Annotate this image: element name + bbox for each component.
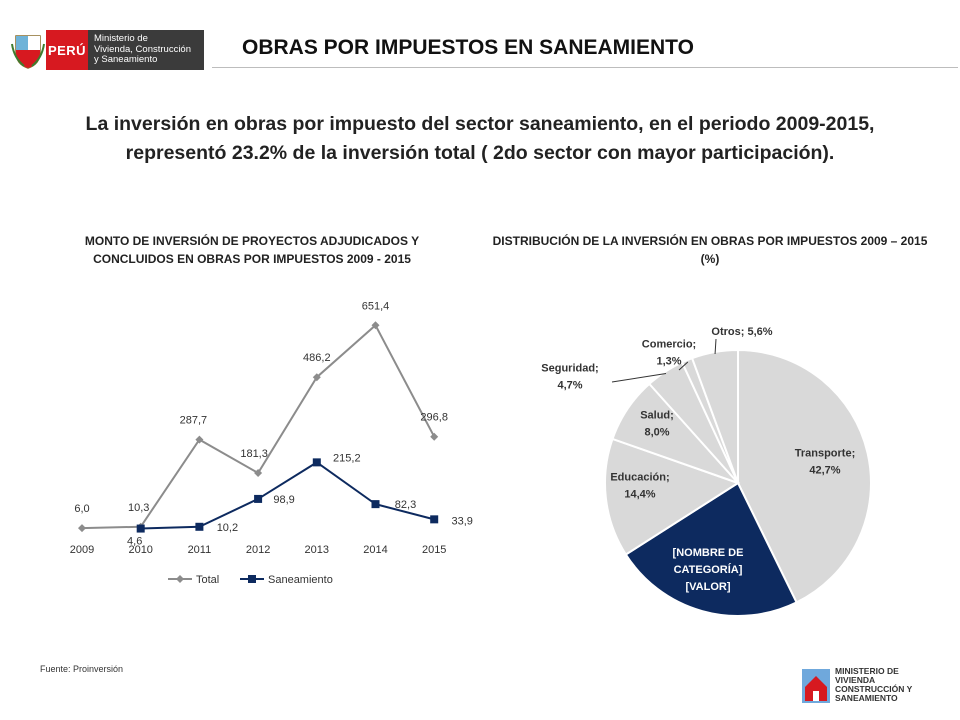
data-label: 296,8 (420, 412, 448, 424)
pie-label: Otros; 5,6% (711, 326, 772, 338)
x-tick-label: 2009 (70, 544, 94, 556)
pie-label: [VALOR] (685, 581, 730, 593)
data-label: 181,3 (240, 448, 268, 460)
legend-marker (176, 575, 184, 583)
data-label: 6,0 (74, 503, 89, 515)
title-divider (212, 67, 958, 68)
data-label: 33,9 (451, 515, 472, 527)
footer-logo-line: VIVIENDA (835, 675, 876, 685)
source-note: Fuente: Proinversión (40, 664, 124, 674)
x-tick-label: 2013 (305, 544, 329, 556)
data-point (78, 524, 86, 533)
data-label: 215,2 (333, 452, 361, 464)
intro-text: La inversión en obras por impuesto del s… (85, 113, 875, 164)
legend-label: Total (196, 574, 219, 586)
logo-ministry-line: Ministerio de (94, 33, 148, 45)
x-tick-label: 2011 (188, 544, 212, 556)
leader-line (678, 361, 689, 371)
data-point (195, 522, 204, 531)
logo-country: PERÚ (46, 30, 88, 70)
data-label: 651,4 (362, 300, 390, 312)
x-tick-label: 2010 (128, 544, 152, 556)
legend-marker (248, 575, 256, 583)
pie-label: 14,4% (624, 489, 655, 501)
x-tick-label: 2015 (422, 544, 446, 556)
pie-label: Educación; (610, 472, 669, 484)
leader-line (714, 338, 717, 355)
line-chart-title: MONTO DE INVERSIÓN DE PROYECTOS ADJUDICA… (84, 234, 420, 266)
data-label: 10,3 (128, 502, 149, 514)
line-chart: 2009 2010 2011 2012 2013 2014 2015 6,0 10,3 287,7… (70, 300, 473, 586)
ministry-logo: PERÚ Ministerio de Vivienda, Construcció… (10, 30, 204, 70)
data-point (312, 458, 321, 467)
pie-label: 1,3% (656, 356, 681, 368)
pie-label: CATEGORÍA] (674, 563, 743, 576)
page-title: OBRAS POR IMPUESTOS EN SANEAMIENTO (242, 36, 694, 59)
data-point (430, 432, 439, 441)
data-label: 4,6 (127, 536, 142, 548)
footer-logo: MINISTERIO DE VIVIENDA CONSTRUCCIÓN Y SA… (802, 664, 942, 706)
series-line-saneamiento (140, 461, 435, 530)
coat-of-arms-icon (11, 35, 45, 69)
pie-chart-title: DISTRIBUCIÓN DE LA INVERSIÓN EN OBRAS PO… (492, 234, 928, 266)
data-point (136, 524, 145, 533)
logo-ministry-line: y Saneamiento (94, 54, 158, 66)
data-label: 98,9 (273, 494, 294, 506)
pie-slice (737, 348, 872, 604)
pie-slice (624, 481, 798, 617)
pie-label: Transporte; (795, 448, 856, 460)
logo-ministry-name: Ministerio de Vivienda, Construcción y S… (88, 30, 204, 70)
pie-label: Salud; (640, 410, 674, 422)
pie-chart: Transporte; 42,7% [NOMBRE DE CATEGORÍA] [VAL… (541, 326, 872, 617)
data-point (430, 515, 439, 524)
footer-logo-line: CONSTRUCCIÓN Y (835, 684, 913, 694)
x-tick-label: 2012 (246, 544, 270, 556)
leader-line (611, 373, 667, 383)
data-point (254, 494, 263, 503)
pie-label: Seguridad; (541, 363, 598, 375)
pie-slice (604, 437, 741, 556)
pie-label: [NOMBRE DE (673, 547, 744, 559)
data-point (254, 469, 263, 478)
pie-label: Comercio; (642, 339, 696, 351)
footer-logo-text: MINISTERIO DE VIVIENDA CONSTRUCCIÓN Y SA… (835, 667, 912, 703)
pie-label: 8,0% (644, 427, 669, 439)
house-logo-icon (802, 669, 830, 703)
data-point (371, 321, 380, 330)
data-label: 10,2 (217, 522, 238, 534)
pie-label: 42,7% (809, 465, 840, 477)
data-point (195, 435, 204, 444)
data-label: 82,3 (395, 499, 416, 511)
data-label: 287,7 (180, 415, 208, 427)
footer-logo-line: MINISTERIO DE (835, 666, 899, 676)
legend-label: Saneamiento (268, 574, 333, 586)
footer-logo-line: SANEAMIENTO (835, 693, 898, 703)
pie-label: 4,7% (557, 380, 582, 392)
data-point (371, 500, 380, 509)
logo-ministry-line: Vivienda, Construcción (94, 43, 191, 55)
data-point (312, 373, 321, 382)
x-tick-label: 2014 (363, 544, 387, 556)
data-label: 486,2 (303, 352, 331, 364)
